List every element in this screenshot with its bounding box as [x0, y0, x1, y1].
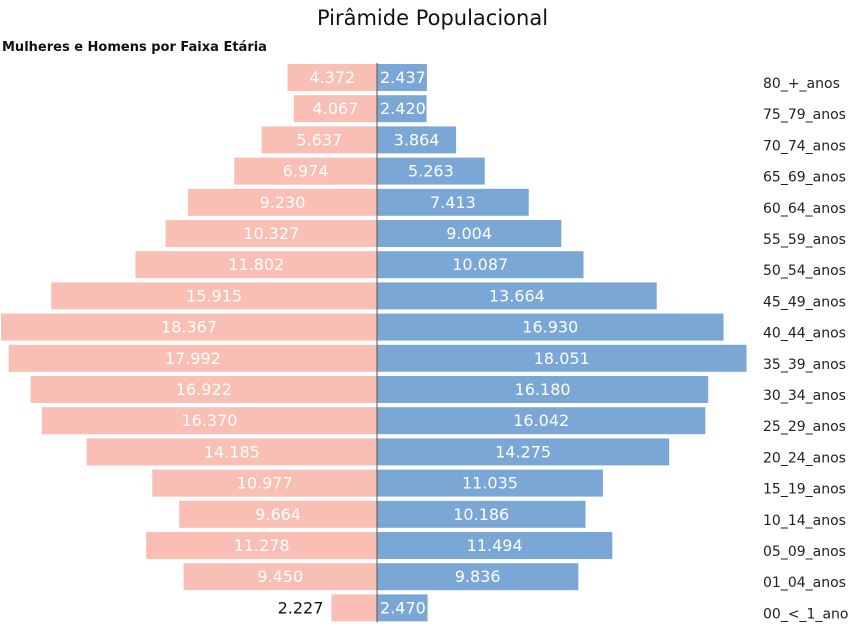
label-homens-5: 9.004: [446, 224, 492, 243]
bar-mulheres-9: [8, 344, 377, 372]
label-homens-6: 10.087: [452, 255, 508, 274]
bar-mulheres-8: [1, 313, 378, 341]
label-mulheres-14: 9.664: [255, 505, 301, 524]
category-label-16: 01_04_anos: [763, 575, 846, 591]
bar-homens-11: [377, 407, 706, 435]
bar-homens-7: [377, 282, 657, 310]
category-label-2: 70_74_anos: [763, 138, 846, 154]
label-mulheres-16: 9.450: [257, 567, 303, 586]
label-homens-14: 10.186: [453, 505, 509, 524]
label-mulheres-17: 2.227: [278, 598, 324, 617]
category-label-0: 80_+_anos: [763, 76, 840, 92]
category-label-14: 10_14_anos: [763, 513, 846, 529]
bar-mulheres-10: [30, 376, 378, 403]
label-mulheres-2: 5.637: [296, 130, 342, 149]
label-homens-1: 2.420: [380, 99, 426, 118]
category-label-9: 35_39_anos: [763, 357, 846, 373]
bar-homens-9: [377, 344, 747, 372]
label-mulheres-0: 4.372: [309, 68, 355, 87]
label-homens-0: 2.437: [380, 68, 426, 87]
label-mulheres-12: 14.185: [204, 442, 260, 461]
category-label-6: 50_54_anos: [763, 263, 846, 279]
category-label-7: 45_49_anos: [763, 294, 846, 310]
chart-title: Pirâmide Populacional: [316, 6, 549, 30]
label-homens-3: 5.263: [408, 162, 454, 181]
label-homens-13: 11.035: [462, 474, 518, 493]
label-mulheres-4: 9.230: [260, 193, 306, 212]
bar-homens-17: [377, 594, 428, 622]
label-homens-9: 18.051: [534, 349, 590, 368]
label-homens-15: 11.494: [467, 536, 523, 555]
bar-homens-1: [377, 95, 427, 123]
bar-mulheres-11: [41, 407, 378, 435]
bar-homens-12: [377, 438, 670, 466]
label-homens-2: 3.864: [394, 130, 440, 149]
bar-homens-3: [377, 157, 485, 185]
bar-mulheres-1: [293, 95, 377, 123]
label-homens-16: 9.836: [455, 567, 501, 586]
bar-homens-4: [377, 188, 529, 216]
label-mulheres-7: 15.915: [186, 286, 242, 305]
bar-mulheres-3: [234, 157, 377, 185]
label-mulheres-3: 6.974: [283, 162, 329, 181]
bar-homens-0: [377, 64, 427, 91]
label-mulheres-11: 16.370: [181, 411, 237, 430]
category-label-4: 60_64_anos: [763, 201, 846, 217]
category-label-17: 00_<_1_ano: [763, 606, 848, 622]
bar-homens-6: [377, 251, 584, 279]
label-homens-17: 2.470: [380, 598, 426, 617]
label-mulheres-1: 4.067: [312, 99, 358, 118]
label-mulheres-5: 10.327: [243, 224, 299, 243]
label-homens-4: 7.413: [430, 193, 476, 212]
bar-homens-5: [377, 220, 562, 247]
bar-mulheres-5: [165, 220, 377, 247]
label-mulheres-15: 11.278: [234, 536, 290, 555]
category-label-8: 40_44_anos: [763, 326, 846, 342]
bar-homens-10: [377, 376, 709, 403]
bar-homens-8: [377, 313, 724, 341]
category-label-5: 55_59_anos: [763, 232, 846, 248]
bar-homens-13: [377, 469, 603, 497]
bar-mulheres-13: [152, 469, 377, 497]
label-homens-8: 16.930: [522, 318, 578, 337]
bar-mulheres-0: [287, 64, 377, 91]
bar-mulheres-7: [51, 282, 378, 310]
label-homens-7: 13.664: [489, 286, 545, 305]
chart-subtitle: Mulheres e Homens por Faixa Etária: [2, 40, 267, 55]
bar-mulheres-6: [135, 251, 377, 279]
label-mulheres-10: 16.922: [176, 380, 232, 399]
label-homens-12: 14.275: [495, 442, 551, 461]
label-mulheres-8: 18.367: [161, 318, 217, 337]
bar-mulheres-14: [179, 500, 377, 528]
category-label-3: 65_69_anos: [763, 170, 846, 186]
label-homens-11: 16.042: [513, 411, 569, 430]
bar-homens-15: [377, 532, 613, 559]
bar-homens-14: [377, 500, 586, 528]
bar-homens-2: [377, 126, 457, 154]
label-mulheres-6: 11.802: [228, 255, 284, 274]
label-mulheres-13: 10.977: [237, 474, 293, 493]
category-label-15: 05_09_anos: [763, 544, 846, 560]
bar-homens-16: [377, 563, 579, 591]
bar-mulheres-15: [146, 532, 377, 559]
bar-mulheres-2: [261, 126, 377, 154]
category-label-10: 30_34_anos: [763, 388, 846, 404]
category-label-13: 15_19_anos: [763, 482, 846, 498]
category-label-11: 25_29_anos: [763, 419, 846, 435]
category-label-1: 75_79_anos: [763, 107, 846, 123]
bar-mulheres-12: [86, 438, 377, 466]
bar-mulheres-17: [331, 594, 377, 622]
label-homens-10: 16.180: [515, 380, 571, 399]
category-label-12: 20_24_anos: [763, 450, 846, 466]
label-mulheres-9: 17.992: [165, 349, 221, 368]
bar-mulheres-16: [183, 563, 377, 591]
bar-mulheres-4: [188, 188, 377, 216]
